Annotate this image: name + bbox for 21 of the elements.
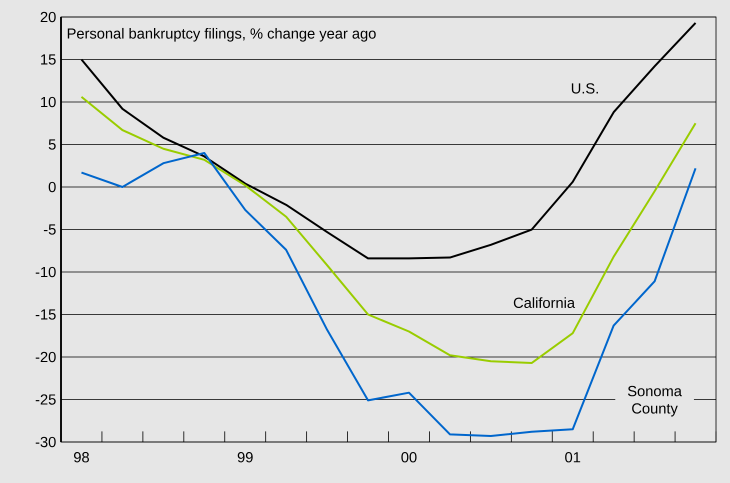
y-tick-label: 10 [41, 96, 56, 108]
y-tick-label: -20 [36, 352, 56, 362]
y-tick-label: -30 [36, 436, 56, 448]
text: Sonoma County [628, 386, 682, 416]
x-tick-label: 98 [74, 452, 89, 462]
line-series [80, 96, 697, 364]
x-tick-label: 01 [565, 452, 580, 462]
y-tick-label: 5 [48, 139, 56, 150]
y-tick-label: -10 [36, 266, 56, 278]
y-tick-label: -25 [36, 394, 56, 405]
line-series [80, 152, 697, 438]
text: Personal bankruptcy filings, % change year ago [68, 28, 376, 42]
series-label: U.S. [572, 83, 598, 94]
y-tick-label: -5 [44, 224, 56, 235]
y-tick-label: -15 [36, 309, 56, 320]
series-label: California [514, 297, 576, 308]
y-tick-label: 0 [48, 182, 56, 192]
y-tick-label: 15 [41, 54, 56, 65]
x-tick-label: 00 [401, 452, 417, 462]
y-tick-label: 20 [40, 12, 56, 22]
x-tick-label: 99 [238, 452, 253, 462]
